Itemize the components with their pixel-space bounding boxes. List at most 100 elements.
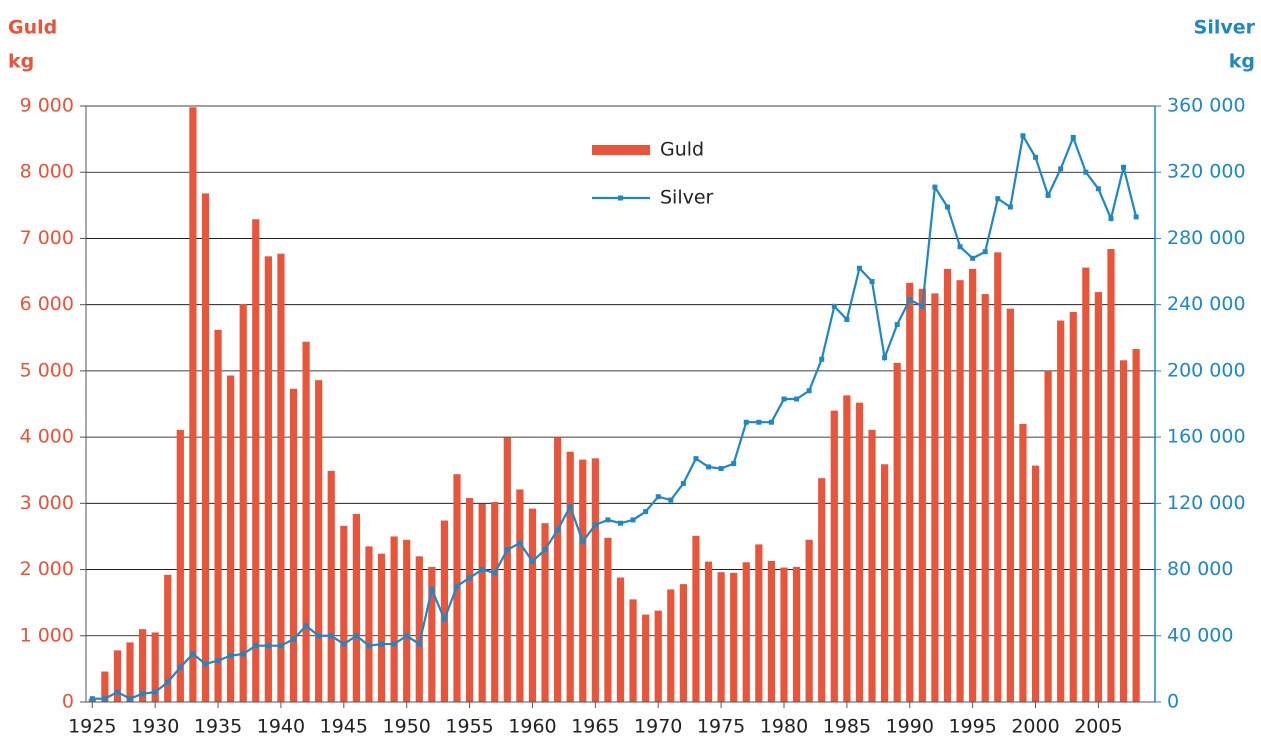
marker — [1058, 166, 1064, 172]
marker — [731, 461, 737, 467]
marker — [718, 466, 724, 472]
bar — [918, 288, 926, 702]
bar — [767, 560, 776, 702]
y-tick-label: 7 000 — [20, 227, 74, 249]
marker — [957, 244, 963, 250]
x-tick-label: 1970 — [634, 716, 682, 738]
marker — [341, 641, 347, 647]
bar — [843, 395, 851, 702]
bar — [415, 556, 423, 702]
marker — [1020, 133, 1026, 139]
marker — [529, 558, 535, 564]
bar — [931, 293, 939, 702]
marker — [819, 356, 825, 362]
marker — [542, 547, 548, 553]
x-tick-label: 1925 — [68, 716, 116, 738]
marker — [517, 540, 523, 546]
marker — [630, 517, 636, 523]
bar — [868, 429, 876, 702]
bar — [679, 584, 687, 702]
y-tick-label: 4 000 — [20, 426, 74, 448]
marker — [919, 303, 925, 309]
marker — [303, 623, 309, 629]
bar — [1006, 308, 1014, 702]
x-tick-label: 1965 — [571, 716, 619, 738]
marker — [1083, 169, 1089, 175]
bar — [1107, 249, 1115, 703]
marker — [618, 520, 623, 526]
y-axis-title: Guld — [8, 17, 57, 39]
x-tick-label: 1985 — [823, 716, 871, 738]
y-tick-label: 1 000 — [20, 624, 74, 646]
bar — [906, 282, 914, 702]
bar — [956, 280, 964, 702]
marker — [177, 664, 183, 670]
marker — [831, 303, 837, 309]
bar — [252, 219, 260, 703]
marker — [253, 643, 259, 649]
marker — [114, 689, 120, 695]
marker — [932, 184, 938, 190]
marker — [592, 522, 598, 528]
bar — [227, 375, 235, 702]
bar — [201, 193, 210, 702]
x-tick-label: 1980 — [760, 716, 808, 738]
bar — [541, 523, 549, 702]
marker — [680, 480, 686, 486]
bar — [943, 268, 952, 702]
x-tick-label: 1955 — [445, 716, 493, 738]
y2-tick-label: 200 000 — [1167, 359, 1246, 381]
bar — [151, 632, 159, 702]
marker — [1108, 216, 1114, 222]
bar — [365, 546, 373, 702]
y-tick-label: 2 000 — [20, 558, 74, 580]
y-tick-label: 0 — [62, 691, 74, 713]
bar — [1044, 370, 1052, 702]
marker — [240, 651, 246, 657]
marker — [467, 575, 473, 581]
bar — [969, 268, 977, 702]
bar — [491, 502, 499, 702]
marker — [265, 643, 271, 649]
marker — [202, 661, 208, 667]
marker — [1070, 134, 1076, 140]
bar — [478, 503, 486, 702]
bar — [830, 410, 838, 702]
bar — [742, 562, 750, 702]
legend-swatch — [592, 145, 650, 155]
bar — [818, 478, 826, 702]
bar — [176, 429, 184, 702]
marker — [1045, 192, 1051, 198]
marker — [89, 696, 95, 702]
y2-axis-unit: kg — [1229, 51, 1255, 73]
marker — [781, 396, 787, 402]
marker — [768, 419, 774, 425]
x-tick-label: 2005 — [1074, 716, 1122, 738]
marker — [102, 696, 108, 702]
y2-tick-label: 360 000 — [1167, 95, 1246, 117]
y-tick-label: 9 000 — [20, 95, 74, 117]
marker — [869, 278, 875, 284]
marker — [555, 527, 561, 533]
legend-label: Guld — [660, 139, 704, 161]
y-tick-label: 6 000 — [20, 293, 74, 315]
bar — [566, 451, 574, 702]
bar — [239, 304, 247, 702]
bar — [629, 599, 637, 702]
bar — [855, 402, 864, 702]
bar — [1031, 465, 1040, 702]
marker — [856, 265, 862, 271]
x-tick-label: 1990 — [886, 716, 934, 738]
bar — [101, 671, 109, 702]
marker — [504, 547, 510, 553]
marker — [127, 696, 133, 702]
marker — [1121, 164, 1127, 170]
bar — [214, 329, 222, 702]
marker — [215, 658, 221, 664]
bar — [428, 566, 436, 702]
x-tick-label: 1930 — [131, 716, 179, 738]
marker — [291, 636, 297, 642]
bar — [981, 294, 989, 702]
y2-tick-label: 80 000 — [1167, 558, 1233, 580]
marker — [492, 570, 498, 576]
